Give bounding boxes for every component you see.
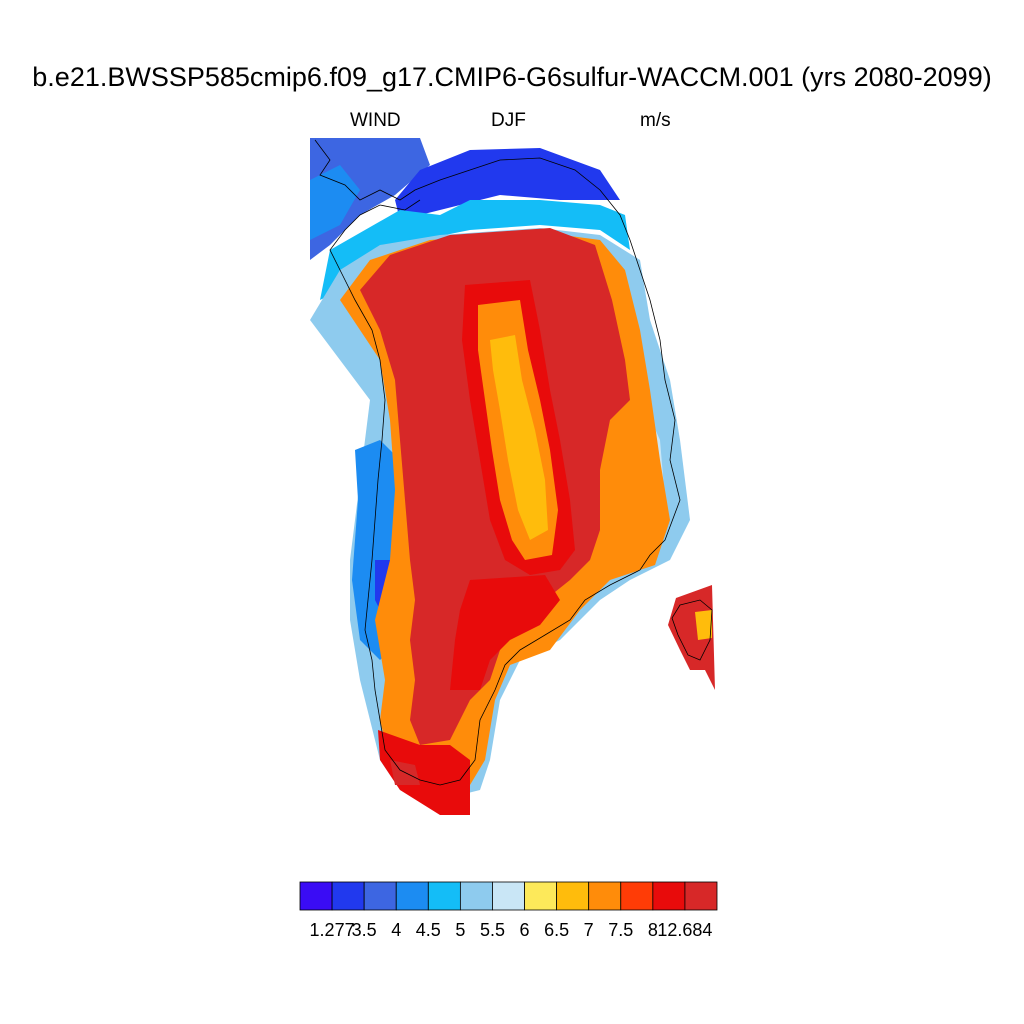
- subtitle-units: m/s: [640, 110, 671, 131]
- colorbar-swatch: [684, 881, 718, 911]
- field-region-ridge-yellow: [490, 335, 548, 540]
- colorbar-label: 6: [520, 920, 530, 940]
- colorbar-label: 7.5: [608, 920, 633, 940]
- colorbar-label: 6.5: [544, 920, 569, 940]
- colorbar-label: 4.5: [416, 920, 441, 940]
- colorbar-swatch: [395, 881, 429, 911]
- wind-field: [310, 138, 715, 815]
- colorbar-swatch: [588, 881, 622, 911]
- colorbar-swatch: [459, 881, 493, 911]
- colorbar-swatch: [299, 881, 333, 911]
- colorbar-label: 7: [584, 920, 594, 940]
- field-region-nw-inner: [310, 165, 360, 240]
- colorbar-label: 12.684: [657, 920, 712, 940]
- field-region-south-red: [450, 575, 560, 690]
- colorbar-swatch: [331, 881, 365, 911]
- colorbar-swatch: [363, 881, 397, 911]
- colorbar-label: 4: [391, 920, 401, 940]
- colorbar-swatch: [492, 881, 525, 911]
- colorbar-label: 5.5: [480, 920, 505, 940]
- coastline-iceland: [671, 599, 713, 661]
- colorbar-label: 3.5: [352, 920, 377, 940]
- plot-title: b.e21.BWSSP585cmip6.f09_g17.CMIP6-G6sulf…: [32, 62, 992, 92]
- field-region-south-dot: [440, 790, 470, 815]
- field-region-north-light: [320, 200, 630, 300]
- coastline: [314, 139, 681, 786]
- colorbar-label: 8: [648, 920, 658, 940]
- colorbar-swatch: [620, 881, 654, 911]
- colorbar-swatch: [652, 881, 686, 911]
- field-region-iceland-inner: [695, 610, 712, 640]
- colorbar-label: 1.277: [310, 920, 355, 940]
- subtitle-variable: WIND: [350, 110, 401, 131]
- colorbar-swatch: [556, 881, 590, 911]
- colorbar-swatch: [524, 881, 558, 911]
- colorbar-swatch: [427, 881, 461, 911]
- colorbar-label: 5: [455, 920, 465, 940]
- subtitle-season: DJF: [491, 110, 526, 131]
